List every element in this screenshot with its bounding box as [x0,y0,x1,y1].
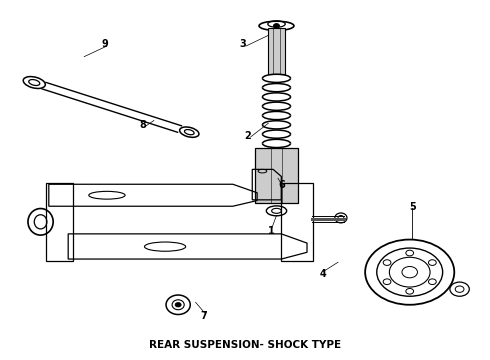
Text: 1: 1 [268,226,275,237]
Circle shape [175,303,181,307]
Polygon shape [255,148,298,203]
Polygon shape [268,28,285,74]
Circle shape [273,24,279,28]
Text: 6: 6 [278,180,285,190]
Text: 9: 9 [101,39,108,49]
Text: 8: 8 [140,120,147,130]
Text: 3: 3 [239,39,246,49]
Text: 5: 5 [409,202,416,212]
Text: 2: 2 [244,131,251,141]
Text: 4: 4 [319,269,326,279]
Text: REAR SUSPENSION- SHOCK TYPE: REAR SUSPENSION- SHOCK TYPE [149,340,341,350]
Text: 7: 7 [200,311,207,321]
